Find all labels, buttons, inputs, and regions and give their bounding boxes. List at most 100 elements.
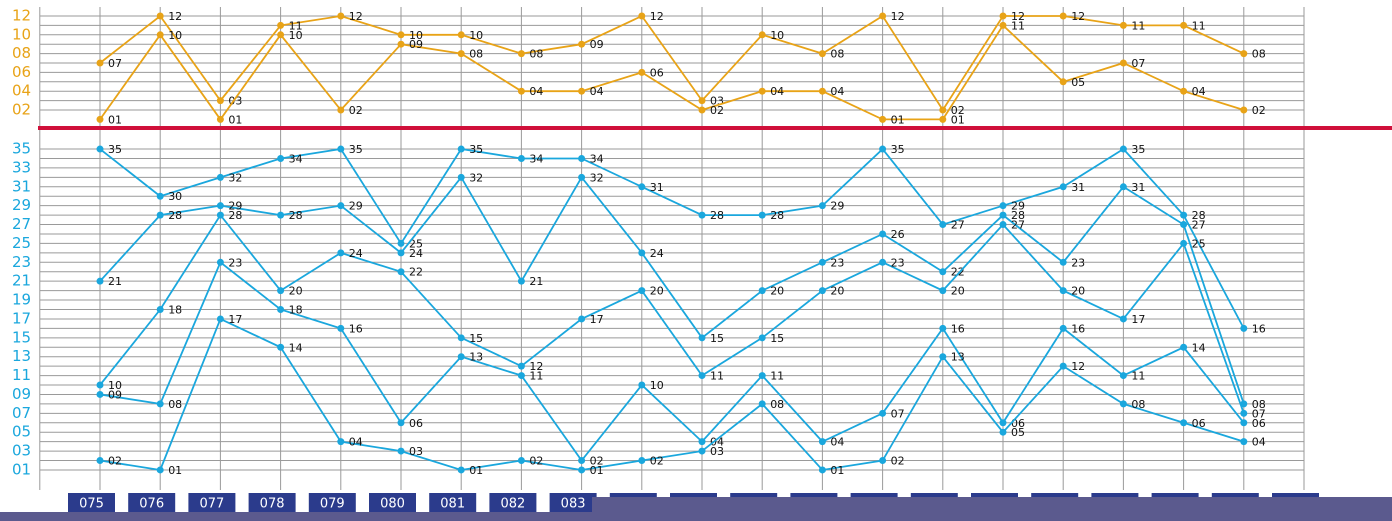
data-label: 31 <box>650 181 664 194</box>
data-point <box>156 12 164 20</box>
data-point <box>638 68 646 76</box>
y-tick-label: 02 <box>12 101 31 119</box>
data-label: 16 <box>1071 322 1085 335</box>
data-label: 02 <box>891 455 905 468</box>
data-label: 12 <box>1011 10 1025 23</box>
period-box <box>248 493 296 513</box>
data-label: 28 <box>1011 209 1025 222</box>
data-point <box>758 372 766 380</box>
data-label: 11 <box>529 370 543 383</box>
data-label: 34 <box>529 152 543 165</box>
data-point <box>939 353 947 361</box>
data-point <box>277 306 285 313</box>
data-point <box>216 258 224 266</box>
data-point <box>698 438 706 446</box>
data-label: 11 <box>1131 370 1145 383</box>
data-label: 30 <box>168 190 182 203</box>
y-tick-label: 09 <box>12 385 31 403</box>
data-point <box>277 21 285 29</box>
data-point <box>517 457 525 465</box>
data-point <box>216 315 224 323</box>
data-point <box>1180 211 1188 219</box>
data-point <box>457 145 465 153</box>
data-label: 02 <box>529 455 543 468</box>
data-point <box>1180 239 1188 247</box>
data-label: 04 <box>770 85 784 98</box>
data-point <box>277 154 285 162</box>
data-point <box>939 324 947 332</box>
data-point <box>1180 21 1188 29</box>
y-tick-label: 03 <box>12 442 31 460</box>
data-point <box>1240 106 1248 114</box>
data-point <box>638 287 646 295</box>
data-point <box>1180 221 1188 229</box>
data-label: 08 <box>1131 398 1145 411</box>
data-point <box>156 211 164 219</box>
data-label: 11 <box>1011 19 1025 32</box>
y-tick-label: 01 <box>12 460 31 478</box>
data-point <box>337 438 345 446</box>
data-label: 02 <box>951 104 965 117</box>
data-point <box>216 211 224 219</box>
data-label: 04 <box>830 85 844 98</box>
data-label: 11 <box>1131 19 1145 32</box>
data-label: 01 <box>469 464 483 477</box>
y-tick-label: 10 <box>12 25 31 43</box>
data-label: 02 <box>710 104 724 117</box>
data-label: 02 <box>349 104 363 117</box>
x-tick-label: 078 <box>260 497 285 512</box>
data-label: 32 <box>590 171 604 184</box>
data-point <box>397 419 405 427</box>
data-label: 07 <box>1252 407 1266 420</box>
data-point <box>578 457 586 465</box>
series-line <box>99 147 1245 329</box>
data-label: 04 <box>590 85 604 98</box>
data-point <box>337 202 345 210</box>
data-point <box>337 106 345 114</box>
data-label: 07 <box>891 407 905 420</box>
data-label: 15 <box>469 332 483 345</box>
data-label: 10 <box>108 379 122 392</box>
data-label: 06 <box>650 66 664 79</box>
y-tick-label: 08 <box>12 44 31 62</box>
data-label: 16 <box>951 322 965 335</box>
y-tick-label: 05 <box>12 423 31 441</box>
data-label: 29 <box>228 200 242 213</box>
data-point <box>397 31 405 39</box>
data-point <box>999 202 1007 210</box>
data-label: 21 <box>108 275 122 288</box>
data-point <box>517 277 525 285</box>
data-point <box>879 258 887 266</box>
data-label: 16 <box>349 322 363 335</box>
data-point <box>1119 400 1127 408</box>
data-label: 04 <box>1252 436 1266 449</box>
data-point <box>1059 258 1067 266</box>
data-point <box>999 221 1007 229</box>
data-label: 29 <box>1011 200 1025 213</box>
data-point <box>1119 21 1127 29</box>
data-label: 01 <box>830 464 844 477</box>
data-point <box>638 381 646 389</box>
data-label: 14 <box>289 341 303 354</box>
x-tick-label: 080 <box>380 497 405 512</box>
data-point <box>939 106 947 114</box>
data-label: 11 <box>770 370 784 383</box>
y-tick-label: 35 <box>12 140 31 158</box>
data-label: 17 <box>590 313 604 326</box>
data-point <box>96 59 104 67</box>
data-label: 28 <box>289 209 303 222</box>
data-point <box>818 87 826 95</box>
data-label: 26 <box>891 228 905 241</box>
data-point <box>1059 287 1067 295</box>
data-label: 13 <box>469 351 483 364</box>
data-point <box>216 97 224 105</box>
y-tick-label: 29 <box>12 196 31 214</box>
data-label: 35 <box>891 143 905 156</box>
data-point <box>1059 324 1067 332</box>
data-point <box>939 287 947 295</box>
data-label: 04 <box>830 436 844 449</box>
data-point <box>999 428 1007 436</box>
period-box <box>308 493 356 513</box>
data-label: 20 <box>830 285 844 298</box>
